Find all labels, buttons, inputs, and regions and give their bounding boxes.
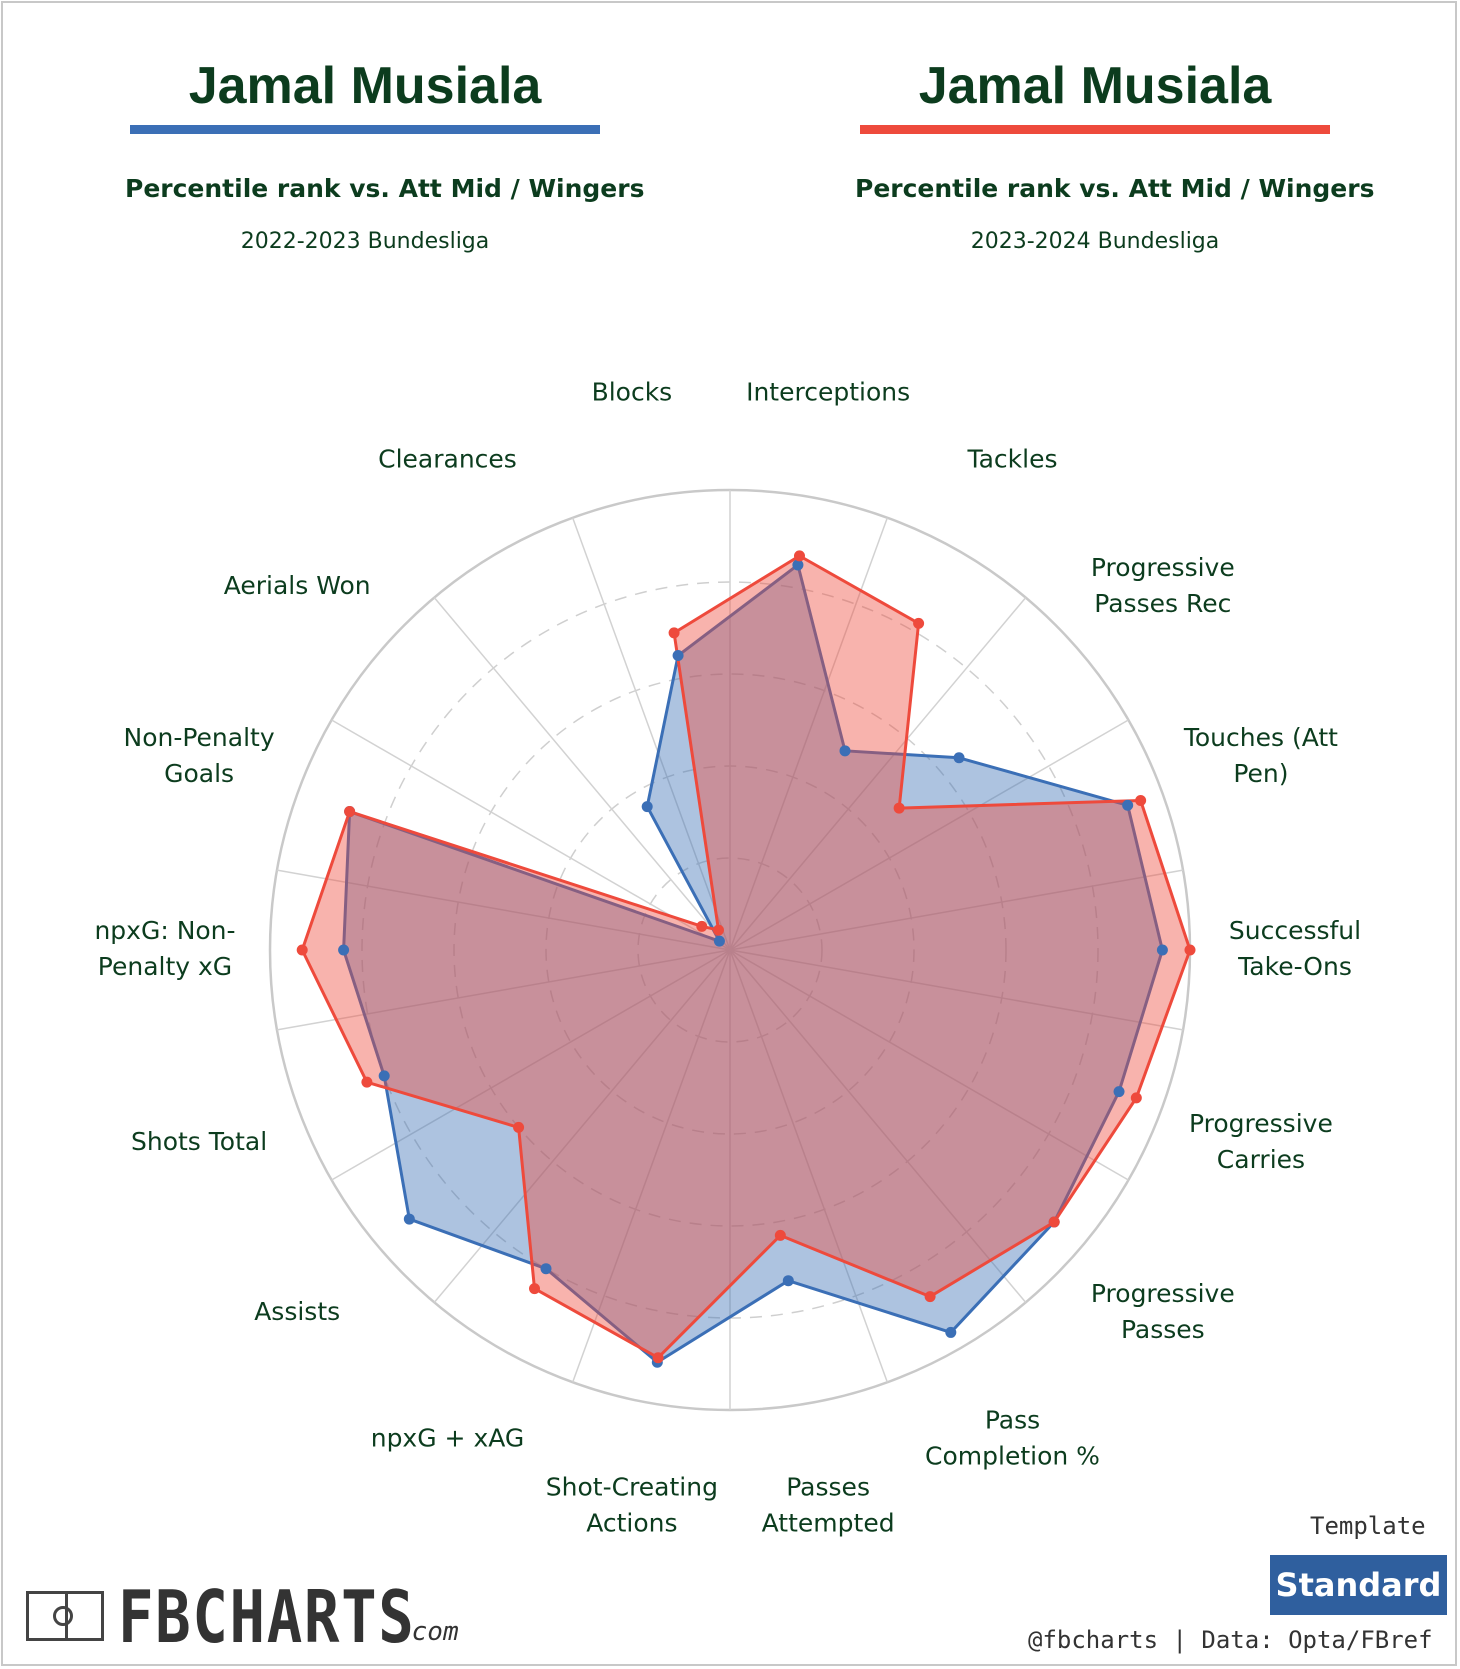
brand-suffix: .com [396, 1617, 459, 1647]
spoke [276, 869, 731, 951]
axis-label: Progressive Passes [1091, 1279, 1235, 1344]
series-2-point [361, 1076, 373, 1088]
series-1-point [672, 650, 684, 662]
spoke [276, 949, 731, 1031]
series-2-point [668, 627, 680, 639]
grid-ring-60 [453, 673, 1007, 1227]
series-2-point [913, 617, 925, 629]
series-2-point [793, 550, 805, 562]
series-2-point [1130, 1092, 1142, 1104]
axis-label: Assists [254, 1297, 340, 1326]
axis-label: Shot-Creating Actions [546, 1472, 718, 1537]
spoke [729, 719, 1129, 951]
template-button[interactable]: Standard [1270, 1555, 1447, 1615]
series-2-point [652, 1352, 664, 1364]
series-2-point [296, 944, 308, 956]
spoke [571, 517, 731, 951]
series-1-point [953, 752, 965, 764]
series-2-point [924, 1291, 936, 1303]
spoke [433, 949, 731, 1303]
axis-label: Blocks [592, 378, 673, 407]
spoke [729, 597, 1027, 951]
axis-label: Shots Total [131, 1127, 267, 1156]
series-2-point [774, 1229, 786, 1241]
series-1-point [945, 1326, 957, 1338]
series-1-point [839, 745, 851, 757]
data-credit: @fbcharts | Data: Opta/FBref [1028, 1626, 1433, 1654]
series-2-point [513, 1121, 525, 1133]
series-1-point [782, 1275, 794, 1287]
spoke [729, 949, 889, 1383]
spoke [729, 949, 1184, 1031]
series-1-point [1156, 944, 1168, 956]
axis-label: Pass Completion % [925, 1405, 1100, 1470]
spoke [729, 949, 1027, 1303]
series-1-point [540, 1263, 552, 1275]
player-2-name: Jamal Musiala [918, 57, 1272, 115]
axis-label: Aerials Won [224, 571, 371, 600]
axis-label: Interceptions [746, 378, 910, 407]
axis-label: Non-Penalty Goals [124, 723, 275, 788]
axis-label: Progressive Carries [1189, 1109, 1333, 1174]
axis-label: Successful Take-Ons [1229, 916, 1361, 981]
series-1-point [1122, 799, 1134, 811]
player-2-header: Jamal Musiala Percentile rank vs. Att Mi… [855, 55, 1375, 254]
series-2-point [344, 806, 356, 818]
player-1-color-bar [130, 125, 600, 134]
template-caption: Template [1310, 1512, 1426, 1540]
series-2-point [713, 924, 724, 936]
spoke [433, 597, 731, 951]
series-2-point [529, 1283, 540, 1295]
series-2-point [893, 802, 905, 814]
series-1-point [641, 801, 653, 813]
player-2-subtitle: Percentile rank vs. Att Mid / Wingers [855, 174, 1375, 203]
axis-label: Passes Attempted [762, 1472, 895, 1537]
brand-name: FBCHARTS [118, 1575, 416, 1659]
spoke [729, 949, 1129, 1181]
spoke [571, 949, 731, 1383]
spoke [729, 869, 1184, 951]
axis-label: Touches (Att Pen) [1183, 723, 1338, 788]
series-2-point [1184, 944, 1196, 956]
series-1-point [338, 944, 350, 956]
series-1-point [713, 935, 725, 947]
series-2-area [300, 554, 1192, 1360]
axis-label: Tackles [966, 445, 1057, 474]
spoke [331, 949, 731, 1181]
axis-label: npxG + xAG [371, 1423, 525, 1452]
series-2-point [1135, 795, 1147, 807]
series-1-point [792, 559, 804, 571]
axis-label: Clearances [378, 445, 517, 474]
player-1-name: Jamal Musiala [188, 57, 542, 115]
player-1-subtitle: Percentile rank vs. Att Mid / Wingers [125, 174, 645, 203]
player-1-season: 2022-2023 Bundesliga [240, 229, 490, 254]
series-2-point [1048, 1216, 1060, 1228]
series-2-point [696, 920, 708, 932]
grid-ring-20 [637, 857, 823, 1043]
pitch-icon [26, 1591, 104, 1641]
series-1-point [378, 1070, 390, 1082]
spoke [331, 719, 731, 951]
player-2-color-bar [860, 125, 1330, 134]
axis-label: npxG: Non-Penalty xG [94, 916, 235, 981]
player-2-season: 2023-2024 Bundesliga [970, 229, 1220, 254]
player-1-header: Jamal Musiala Percentile rank vs. Att Mi… [125, 55, 645, 254]
series-1-point [1113, 1086, 1125, 1098]
series-1-point [403, 1213, 415, 1225]
axis-label: Progressive Passes Rec [1091, 553, 1235, 618]
